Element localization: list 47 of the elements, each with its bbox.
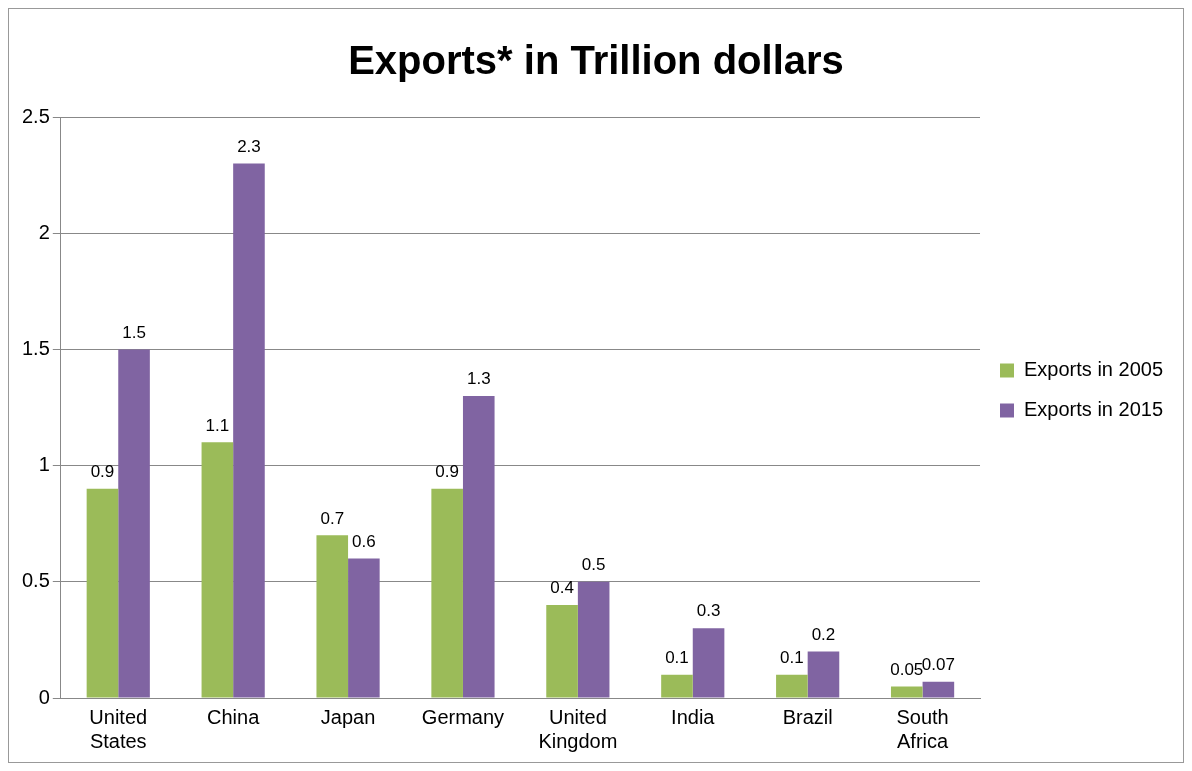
- bar: [86, 488, 119, 698]
- bar: [233, 163, 265, 698]
- data-label: 0.2: [811, 624, 836, 644]
- bar: [462, 395, 495, 698]
- data-label: 0.9: [90, 462, 115, 482]
- data-label: 2.3: [237, 136, 261, 156]
- bar: [316, 535, 349, 698]
- y-tick-label: 1: [38, 453, 50, 476]
- bar: [546, 605, 578, 698]
- bar: [692, 628, 725, 698]
- x-tick-label: United Kingdom: [538, 705, 618, 752]
- chart-title: Exports* in Trillion dollars: [348, 38, 844, 83]
- data-label: 0.3: [696, 601, 721, 621]
- data-label: 1.1: [205, 415, 230, 435]
- bar: [661, 674, 693, 698]
- bar: [201, 442, 234, 698]
- bar: [431, 488, 463, 698]
- data-label: 0.1: [780, 647, 804, 667]
- x-tick-label: Japan: [320, 705, 376, 728]
- bar: [776, 674, 808, 698]
- x-tick-label: Brazil: [782, 705, 833, 728]
- data-label: 0.7: [320, 508, 345, 528]
- data-label: 0.5: [581, 554, 606, 574]
- legend-label: Exports in 2005: [1024, 358, 1164, 381]
- bar: [807, 651, 840, 698]
- data-label: 1.5: [122, 322, 146, 342]
- bar: [348, 558, 380, 698]
- y-tick-label: 2.5: [21, 104, 50, 127]
- y-tick-label: 2: [38, 220, 50, 243]
- x-tick-label: India: [671, 705, 716, 728]
- data-label: 0.4: [550, 578, 574, 598]
- bar: [922, 681, 955, 698]
- y-tick-label: 0: [38, 685, 50, 708]
- x-tick-label: China: [207, 705, 261, 728]
- bar: [890, 686, 923, 698]
- x-tick-label: United States: [89, 705, 148, 752]
- bar: [118, 349, 150, 698]
- data-label: 0.1: [665, 647, 689, 667]
- data-label: 1.3: [466, 369, 491, 389]
- y-tick-label: 0.5: [21, 569, 50, 592]
- data-label: 0.6: [352, 531, 376, 551]
- x-tick-label: South Africa: [896, 705, 950, 752]
- x-tick-label: Germany: [421, 705, 505, 728]
- bar: [577, 581, 610, 698]
- data-label: 0.9: [435, 462, 459, 482]
- y-tick-label: 1.5: [21, 336, 50, 359]
- legend-label: Exports in 2015: [1024, 398, 1164, 421]
